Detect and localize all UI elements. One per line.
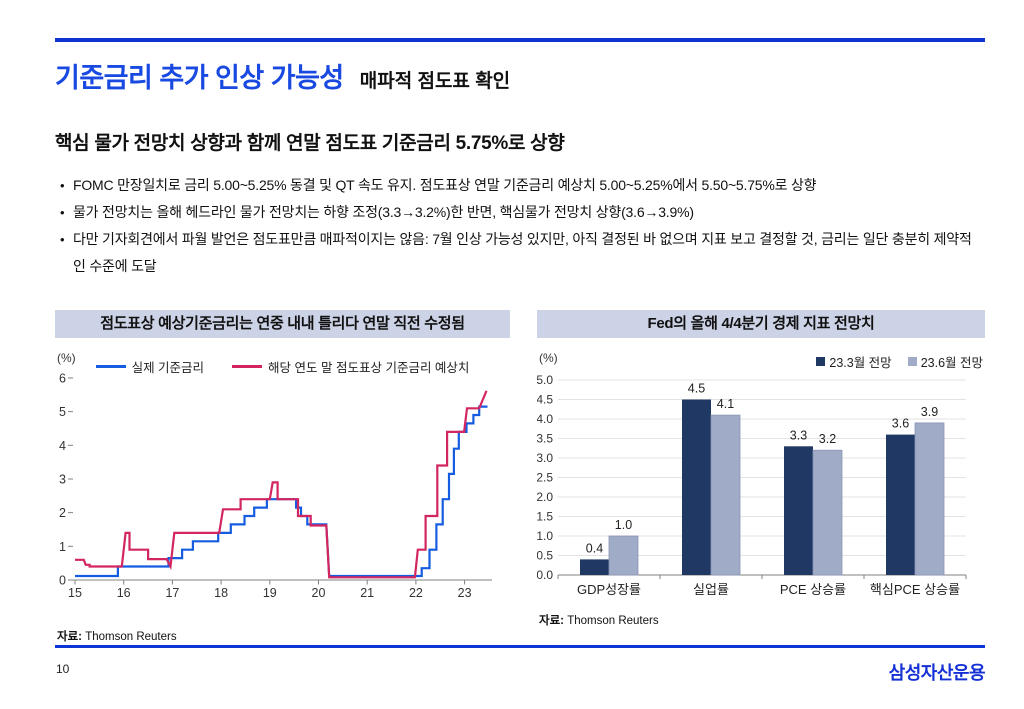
svg-text:2.0: 2.0 xyxy=(537,490,553,504)
section-heading: 핵심 물가 전망치 상향과 함께 연말 점도표 기준금리 5.75%로 상향 xyxy=(55,133,565,154)
line-chart-legend: 실제 기준금리 해당 연도 말 점도표상 기준금리 예상치 xyxy=(55,357,510,376)
actual-rate-line-swatch xyxy=(95,365,126,368)
svg-text:1.0: 1.0 xyxy=(615,518,632,532)
svg-text:6: 6 xyxy=(59,371,66,385)
svg-text:17: 17 xyxy=(165,586,179,600)
top-divider-rule xyxy=(55,38,985,42)
svg-text:4.5: 4.5 xyxy=(688,382,705,396)
bar-chart-unit-label: (%) xyxy=(539,351,558,365)
line-chart-source: 자료: Thomson Reuters xyxy=(57,628,177,644)
svg-text:2.5: 2.5 xyxy=(537,471,553,485)
legend-label: 23.6월 전망 xyxy=(920,356,983,370)
svg-text:15: 15 xyxy=(68,586,82,600)
svg-text:1.5: 1.5 xyxy=(537,510,553,524)
svg-text:16: 16 xyxy=(117,586,131,600)
bar-chart-legend: 23.3월 전망 23.6월 전망 xyxy=(816,352,983,371)
svg-text:21: 21 xyxy=(360,586,374,600)
page-title: 기준금리 추가 인상 가능성 xyxy=(55,63,344,93)
svg-text:1.0: 1.0 xyxy=(537,529,553,543)
bar-chart-panel: Fed의 올해 4/4분기 경제 지표 전망치 (%) 23.3월 전망 23.… xyxy=(537,310,985,655)
svg-text:22: 22 xyxy=(409,586,423,600)
company-logo: 삼성자산운용 xyxy=(888,663,986,683)
svg-text:23: 23 xyxy=(458,586,472,600)
legend-label: 23.3월 전망 xyxy=(829,356,892,370)
svg-text:PCE 상승률: PCE 상승률 xyxy=(780,582,846,597)
svg-text:3.9: 3.9 xyxy=(921,405,938,419)
source-name: Thomson Reuters xyxy=(85,631,177,643)
dotplot-estimate-line-swatch xyxy=(232,365,263,368)
legend-item-actual-rate: 실제 기준금리 xyxy=(95,357,205,376)
bar-chart-source: 자료: Thomson Reuters xyxy=(539,612,659,628)
svg-text:3.2: 3.2 xyxy=(819,432,836,446)
svg-text:4.0: 4.0 xyxy=(537,412,553,426)
legend-item-dotplot-estimate: 해당 연도 말 점도표상 기준금리 예상치 xyxy=(232,357,469,376)
svg-text:실업률: 실업률 xyxy=(693,582,729,597)
bottom-divider-rule xyxy=(55,645,985,648)
svg-text:3.0: 3.0 xyxy=(537,451,553,465)
svg-text:3.6: 3.6 xyxy=(892,417,909,431)
source-label: 자료: xyxy=(57,631,82,643)
svg-text:3.3: 3.3 xyxy=(790,428,807,442)
source-label: 자료: xyxy=(539,615,564,627)
svg-text:GDP성장률: GDP성장률 xyxy=(577,582,641,597)
bullet-item-3: 다만 기자회견에서 파월 발언은 점도표만큼 매파적이지는 않음: 7월 인상 … xyxy=(60,226,975,280)
march-forecast-square-swatch xyxy=(816,357,826,366)
svg-text:5.0: 5.0 xyxy=(537,373,553,387)
svg-text:3: 3 xyxy=(59,472,66,486)
title-row: 기준금리 추가 인상 가능성 매파적 점도표 확인 xyxy=(55,56,510,95)
svg-text:3.5: 3.5 xyxy=(537,432,553,446)
page-subtitle: 매파적 점도표 확인 xyxy=(359,71,511,92)
line-chart-title: 점도표상 예상기준금리는 연중 내내 틀리다 연말 직전 수정됨 xyxy=(55,310,510,338)
svg-text:4: 4 xyxy=(59,439,66,453)
svg-text:4.1: 4.1 xyxy=(717,397,734,411)
june-forecast-square-swatch xyxy=(907,357,917,366)
svg-text:0: 0 xyxy=(59,574,66,588)
source-name: Thomson Reuters xyxy=(567,615,659,627)
svg-text:1: 1 xyxy=(59,540,66,554)
line-chart-panel: 점도표상 예상기준금리는 연중 내내 틀리다 연말 직전 수정됨 (%) 실제 … xyxy=(55,310,510,655)
svg-text:0.0: 0.0 xyxy=(537,568,553,582)
svg-text:0.4: 0.4 xyxy=(586,541,603,555)
bar-chart-title: Fed의 올해 4/4분기 경제 지표 전망치 xyxy=(537,310,985,338)
bar-chart-canvas: 0.0 0.5 1.0 1.5 2.0 2.5 3.0 3.5 4.0 4.5 5.0 0.4 1.0 G… xyxy=(537,373,967,597)
legend-label: 해당 연도 말 점도표상 기준금리 예상치 xyxy=(268,361,470,375)
svg-text:4.5: 4.5 xyxy=(537,393,553,407)
svg-text:20: 20 xyxy=(312,586,326,600)
svg-text:핵심PCE 상승률: 핵심PCE 상승률 xyxy=(870,582,960,597)
svg-text:2: 2 xyxy=(59,506,66,520)
bullet-item-1: FOMC 만장일치로 금리 5.00~5.25% 동결 및 QT 속도 유지. … xyxy=(60,172,975,199)
svg-text:0.5: 0.5 xyxy=(537,549,553,563)
svg-text:19: 19 xyxy=(263,586,277,600)
bullet-list: FOMC 만장일치로 금리 5.00~5.25% 동결 및 QT 속도 유지. … xyxy=(60,172,975,280)
legend-item-june-forecast: 23.6월 전망 xyxy=(907,352,983,371)
legend-item-march-forecast: 23.3월 전망 xyxy=(816,352,892,371)
bullet-item-2: 물가 전망치는 올해 헤드라인 물가 전망치는 하향 조정(3.3→3.2%)한… xyxy=(60,199,975,226)
svg-text:18: 18 xyxy=(214,586,228,600)
page-number: 10 xyxy=(56,662,70,676)
svg-text:5: 5 xyxy=(59,405,66,419)
line-chart-unit-label: (%) xyxy=(57,351,76,365)
legend-label: 실제 기준금리 xyxy=(131,361,205,375)
